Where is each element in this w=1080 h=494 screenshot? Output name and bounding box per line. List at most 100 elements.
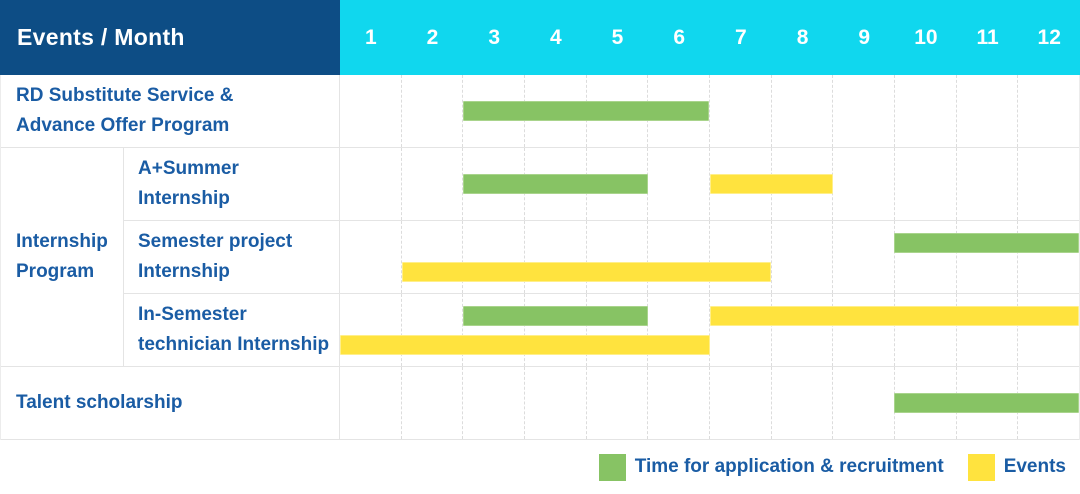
application-bar: [463, 174, 648, 194]
row-label: RD Substitute Service & Advance Offer Pr…: [1, 75, 340, 147]
month-header-3: 3: [488, 25, 501, 49]
month-cell: [710, 221, 772, 293]
month-cell: [463, 294, 526, 366]
month-gridlines: [340, 75, 1079, 147]
month-header-5: 5: [611, 25, 624, 49]
month-cell: [587, 367, 649, 439]
month-grid: [340, 75, 1079, 147]
application-legend-swatch-icon: [598, 453, 626, 481]
month-cell: [895, 294, 957, 366]
month-grid: [340, 221, 1079, 293]
month-cell: [895, 148, 957, 220]
month-cell: [587, 294, 649, 366]
month-cell: [402, 148, 464, 220]
month-header-9: 9: [858, 25, 871, 49]
month-cell: [772, 148, 834, 220]
month-cell: [1018, 148, 1079, 220]
month-header-7: 7: [735, 25, 747, 49]
month-cell: [402, 367, 464, 439]
month-cell: [772, 367, 834, 439]
event-legend-label: Events: [1003, 456, 1066, 477]
month-cell: [895, 221, 957, 293]
month-cell: [710, 294, 772, 366]
application-bar: [463, 101, 710, 121]
month-header-4: 4: [550, 25, 562, 49]
month-cell: [957, 221, 1019, 293]
month-cell: [833, 367, 896, 439]
row-label: Talent scholarship: [1, 367, 340, 439]
month-cell: [340, 221, 402, 293]
application-legend-label: Time for application & recruitment: [634, 456, 944, 477]
month-cell: [340, 367, 402, 439]
row-in-semester-technician-internship: In-Semester technician Internship: [124, 294, 1079, 367]
month-cell: [895, 75, 957, 147]
month-header-6: 6: [673, 25, 686, 49]
month-cell: [525, 221, 587, 293]
month-cell: [833, 221, 896, 293]
month-cell: [648, 294, 711, 366]
month-header-8: 8: [796, 25, 809, 49]
month-cell: [402, 221, 464, 293]
month-header-10: 10: [914, 25, 938, 49]
month-cell: [833, 148, 896, 220]
month-cell: [1018, 294, 1079, 366]
month-cell: [1018, 75, 1079, 147]
legend: Time for application & recruitment Event…: [598, 453, 1066, 481]
month-cell: [833, 294, 896, 366]
events-month-header-cell: Events / Month: [0, 0, 340, 75]
group-label: Internship Program: [1, 148, 124, 367]
month-grid: [340, 294, 1079, 366]
month-cell: [772, 294, 834, 366]
month-cell: [648, 221, 711, 293]
row-label: A+Summer Internship: [124, 148, 340, 220]
month-header-2: 2: [426, 25, 439, 49]
internship-program-group: Internship Program A+Summer Internship: [1, 148, 1079, 367]
month-cell: [340, 148, 402, 220]
event-legend-swatch-icon: [967, 453, 995, 481]
event-bar: [401, 262, 772, 282]
event-bar: [709, 306, 1079, 326]
row-label: Semester project Internship: [124, 221, 340, 293]
row-semester-project-internship: Semester project Internship: [124, 221, 1079, 294]
month-cell: [587, 221, 649, 293]
month-header-strip: 1 2 3 4 5 6 7 8 9 10 11 12: [340, 0, 1080, 75]
month-cell: [710, 75, 772, 147]
month-cell: [402, 294, 464, 366]
month-header-11: 11: [976, 25, 999, 49]
month-cell: [957, 75, 1019, 147]
month-cell: [463, 367, 526, 439]
month-grid: [340, 367, 1079, 439]
month-header-12: 12: [1037, 25, 1061, 49]
row-rd-substitute-service: RD Substitute Service & Advance Offer Pr…: [1, 75, 1079, 148]
row-talent-scholarship: Talent scholarship: [1, 367, 1079, 440]
month-cell: [710, 367, 772, 439]
month-gridlines: [340, 221, 1079, 293]
month-cell: [833, 75, 896, 147]
month-cell: [772, 221, 834, 293]
month-cell: [648, 148, 711, 220]
month-cell: [648, 367, 711, 439]
month-grid: [340, 148, 1079, 220]
row-a-plus-summer-internship: A+Summer Internship: [124, 148, 1079, 221]
event-bar: [340, 335, 710, 355]
event-bar: [709, 174, 833, 194]
table-header-row: Events / Month 1 2 3 4 5 6 7 8 9 10 11 1…: [0, 0, 1080, 75]
application-bar: [894, 393, 1079, 413]
month-cell: [957, 294, 1019, 366]
month-cell: [525, 367, 587, 439]
month-cell: [1018, 221, 1079, 293]
month-cell: [402, 75, 464, 147]
application-bar: [463, 306, 648, 326]
month-cell: [340, 75, 402, 147]
month-cell: [525, 294, 587, 366]
row-label: In-Semester technician Internship: [124, 294, 340, 366]
month-gridlines: [340, 294, 1079, 366]
application-bar: [894, 233, 1079, 253]
month-cell: [772, 75, 834, 147]
table-body: RD Substitute Service & Advance Offer Pr…: [0, 75, 1080, 440]
month-cell: [340, 294, 402, 366]
month-header-1: 1: [364, 25, 377, 49]
month-cell: [463, 221, 526, 293]
month-cell: [957, 148, 1019, 220]
